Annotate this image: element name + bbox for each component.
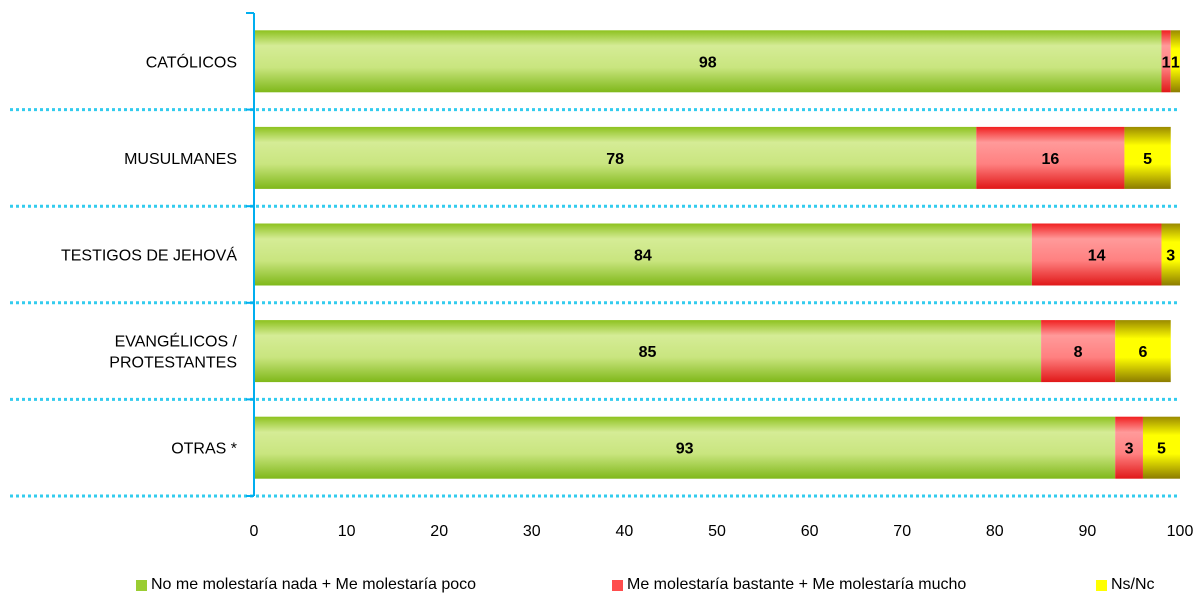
legend-label: No me molestaría nada + Me molestaría po… (151, 576, 477, 593)
x-tick-label: 20 (430, 523, 448, 540)
bar-segment (254, 223, 1032, 286)
chart-legend: No me molestaría nada + Me molestaría po… (0, 576, 1200, 598)
data-labels: 98 1 1 78 16 5 84 14 3 85 8 6 93 3 5 (606, 54, 1180, 457)
legend-item: No me molestaría nada + Me molestaría po… (136, 576, 476, 594)
bar-segment (1124, 126, 1171, 189)
bar-segment (254, 126, 977, 189)
data-label: 1 (1171, 54, 1180, 71)
category-label: EVANGÉLICOS / PROTESTANTES (109, 332, 237, 372)
data-label: 3 (1125, 441, 1134, 458)
category-label: TESTIGOS DE JEHOVÁ (61, 246, 237, 265)
bar-segment (976, 126, 1125, 189)
x-tick-label: 70 (893, 523, 911, 540)
legend-item: Me molestaría bastante + Me molestaría m… (612, 576, 966, 594)
category-label: CATÓLICOS (146, 52, 237, 71)
x-tick-label: 100 (1167, 523, 1194, 540)
category-label: OTRAS * (171, 441, 237, 458)
x-axis-ticks: 0 10 20 30 40 50 60 70 80 90 100 (250, 523, 1194, 540)
legend-swatch (612, 579, 623, 591)
bar-segment (1161, 30, 1171, 93)
data-label: 3 (1166, 248, 1175, 265)
x-tick-label: 60 (801, 523, 819, 540)
row-separators (10, 108, 1180, 498)
legend-label: Ns/Nc (1111, 576, 1155, 593)
x-tick-label: 50 (708, 523, 726, 540)
data-label: 78 (606, 151, 624, 168)
x-tick-label: 80 (986, 523, 1004, 540)
legend-item: Ns/Nc (1096, 576, 1155, 594)
category-label: MUSULMANES (124, 151, 237, 168)
legend-label: Me molestaría bastante + Me molestaría m… (627, 576, 967, 593)
bar-segment (1041, 320, 1116, 383)
data-label: 93 (676, 441, 694, 458)
data-label: 16 (1041, 151, 1059, 168)
category-labels: CATÓLICOS MUSULMANES TESTIGOS DE JEHOVÁ EVA… (61, 52, 238, 457)
data-label: 1 (1162, 54, 1171, 71)
bar-segment (254, 30, 1162, 93)
data-label: 84 (634, 248, 652, 265)
bar-segment (1142, 416, 1180, 479)
data-label: 85 (639, 344, 657, 361)
bar-segment (1161, 223, 1180, 286)
x-tick-label: 30 (523, 523, 541, 540)
x-tick-label: 0 (250, 523, 259, 540)
x-tick-label: 90 (1079, 523, 1097, 540)
bar-segment (1170, 30, 1180, 93)
bar-segment (1031, 223, 1162, 286)
data-label: 6 (1139, 344, 1148, 361)
bar-segment (1115, 320, 1171, 383)
bar-segment (254, 320, 1042, 383)
bar-segment (1115, 416, 1143, 479)
x-tick-label: 10 (338, 523, 356, 540)
data-label: 98 (699, 54, 717, 71)
data-label: 5 (1143, 151, 1152, 168)
stacked-bar-chart: CATÓLICOS MUSULMANES TESTIGOS DE JEHOVÁ EVA… (10, 12, 1194, 540)
bar-area (254, 30, 1180, 479)
data-label: 8 (1074, 344, 1083, 361)
legend-swatch (136, 579, 147, 591)
bar-segment (254, 416, 1116, 479)
data-label: 5 (1157, 441, 1166, 458)
legend-swatch (1096, 579, 1107, 591)
x-tick-label: 40 (616, 523, 634, 540)
data-label: 14 (1088, 248, 1106, 265)
axis-lines (246, 12, 255, 497)
